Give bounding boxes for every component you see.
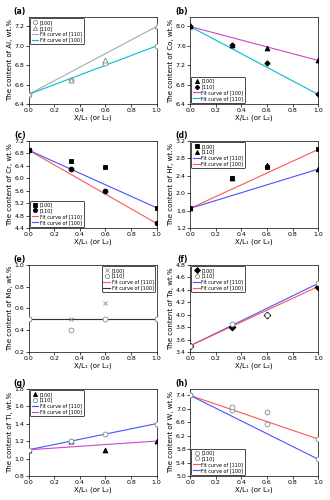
Text: (c): (c): [14, 131, 26, 140]
Y-axis label: The content of Cr, wt.%: The content of Cr, wt.%: [7, 143, 13, 226]
Y-axis label: The content of Co, wt.%: The content of Co, wt.%: [169, 18, 175, 102]
Legend: [100], [110], Fit curve of [110], Fit curve of [100]: [100], [110], Fit curve of [110], Fit cu…: [30, 200, 83, 226]
Y-axis label: The content of Mo, wt.%: The content of Mo, wt.%: [7, 266, 13, 351]
Text: (f): (f): [177, 255, 187, 264]
Text: (g): (g): [14, 379, 26, 388]
Text: (b): (b): [175, 7, 187, 16]
Text: (d): (d): [175, 131, 187, 140]
Legend: [100], [110], Fit curve of [110], Fit curve of [100]: [100], [110], Fit curve of [110], Fit cu…: [30, 18, 83, 44]
X-axis label: X/L₁ (or L₂): X/L₁ (or L₂): [235, 238, 273, 245]
Text: (a): (a): [14, 7, 26, 16]
Y-axis label: The content of Hf, wt.%: The content of Hf, wt.%: [169, 143, 175, 226]
X-axis label: X/L₁ (or L₂): X/L₁ (or L₂): [74, 362, 112, 369]
X-axis label: X/L₁ (or L₂): X/L₁ (or L₂): [235, 114, 273, 121]
Legend: [100], [110], Fit curve of [100], Fit curve of [110]: [100], [110], Fit curve of [100], Fit cu…: [191, 76, 245, 102]
Text: (h): (h): [175, 379, 187, 388]
Legend: [100], [110], Fit curve of [110], Fit curve of [100]: [100], [110], Fit curve of [110], Fit cu…: [191, 266, 245, 292]
Legend: [100], [110], Fit curve of [110], Fit curve of [100]: [100], [110], Fit curve of [110], Fit cu…: [191, 142, 245, 168]
X-axis label: X/L₁ (or L₂): X/L₁ (or L₂): [74, 114, 112, 121]
X-axis label: X/L₁ (or L₂): X/L₁ (or L₂): [74, 238, 112, 245]
Text: (e): (e): [14, 255, 26, 264]
Y-axis label: The content of W, wt.%: The content of W, wt.%: [169, 392, 175, 473]
Legend: [100], [110], Fit curve of [110], Fit curve of [100]: [100], [110], Fit curve of [110], Fit cu…: [102, 266, 155, 292]
X-axis label: X/L₁ (or L₂): X/L₁ (or L₂): [235, 362, 273, 369]
Legend: [100], [110], Fit curve of [110], Fit curve of [100]: [100], [110], Fit curve of [110], Fit cu…: [191, 448, 245, 474]
Y-axis label: The content of Ta, wt.%: The content of Ta, wt.%: [169, 267, 175, 349]
Legend: [100], [110], Fit curve of [110], Fit curve of [100]: [100], [110], Fit curve of [110], Fit cu…: [30, 390, 83, 416]
Y-axis label: The content of Ti, wt.%: The content of Ti, wt.%: [7, 392, 13, 473]
X-axis label: X/L₁ (or L₂): X/L₁ (or L₂): [235, 486, 273, 493]
X-axis label: X/L₁ (or L₂): X/L₁ (or L₂): [74, 486, 112, 493]
Y-axis label: The content of Al, wt.%: The content of Al, wt.%: [7, 20, 13, 102]
